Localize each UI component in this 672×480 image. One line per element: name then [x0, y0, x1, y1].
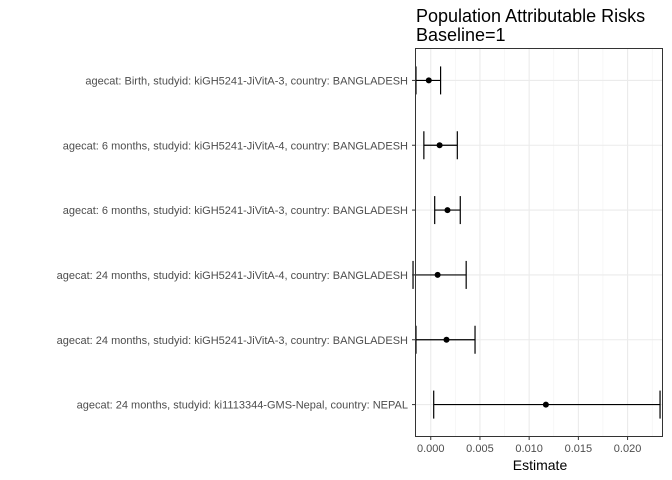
y-tick-label: agecat: 6 months, studyid: kiGH5241-JiVi… — [63, 205, 408, 217]
chart-title-line-2: Baseline=1 — [416, 25, 506, 45]
y-tick-label: agecat: 24 months, studyid: kiGH5241-JiV… — [57, 270, 408, 282]
estimate-point — [436, 142, 443, 149]
ci-row — [423, 131, 458, 160]
x-tick-label: 0.015 — [565, 443, 593, 455]
y-tick-label: agecat: 6 months, studyid: kiGH5241-JiVi… — [63, 140, 408, 152]
x-tick-label: 0.010 — [515, 443, 543, 455]
estimate-point — [425, 77, 432, 84]
estimate-point — [444, 207, 451, 214]
y-tick-label: agecat: Birth, studyid: kiGH5241-JiVitA-… — [85, 75, 408, 87]
estimate-point — [542, 401, 549, 408]
estimate-point — [434, 271, 441, 278]
x-tick-label: 0.020 — [614, 443, 642, 455]
plot-border — [415, 48, 663, 437]
ci-row — [433, 390, 661, 419]
x-tick-labels: 0.000 0.005 0.010 0.015 0.020 — [417, 437, 641, 455]
plot-panel — [415, 48, 663, 437]
x-tick-label: 0.000 — [417, 443, 445, 455]
chart-title-line-1: Population Attributable Risks — [416, 6, 645, 26]
estimate-point — [443, 336, 450, 343]
x-tick-label: 0.005 — [466, 443, 494, 455]
ci-row — [434, 196, 461, 225]
y-tick-labels: agecat: Birth, studyid: kiGH5241-JiVitA-… — [57, 75, 415, 412]
y-tick-label: agecat: 24 months, studyid: kiGH5241-JiV… — [57, 335, 408, 347]
x-axis-title: Estimate — [513, 457, 568, 473]
y-tick-label: agecat: 24 months, studyid: ki1113344-GM… — [77, 400, 408, 412]
